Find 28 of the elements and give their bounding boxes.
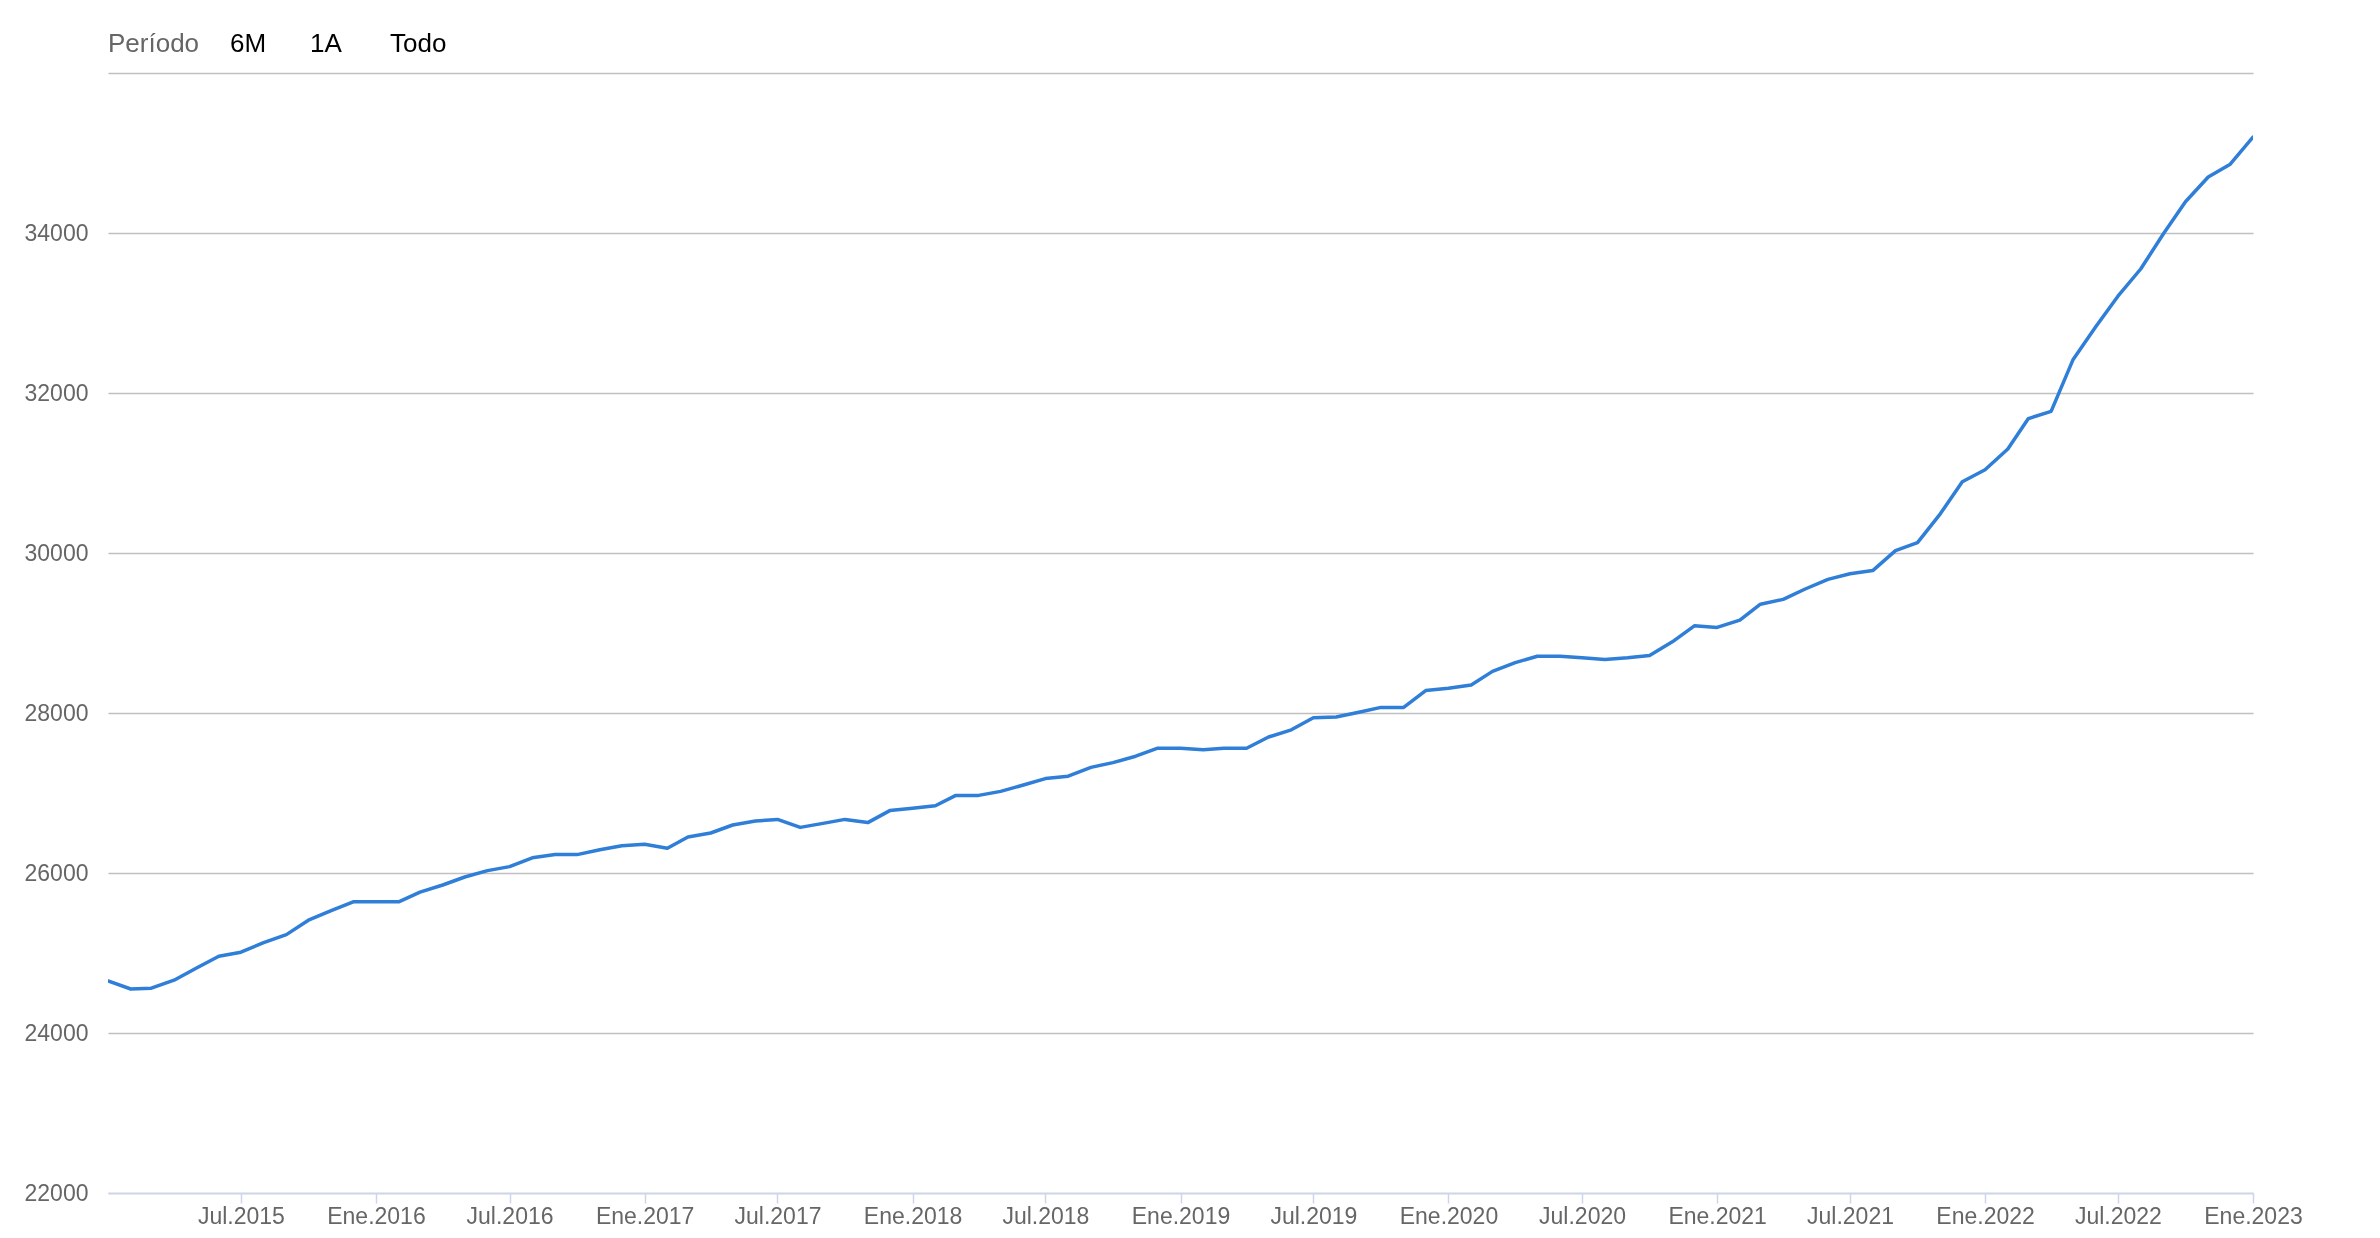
line-series: [108, 135, 2253, 991]
x-tick-label: Jul.2018: [1002, 1202, 1090, 1229]
text: Todo: [390, 28, 447, 58]
x-tick-label: Jul.2022: [2074, 1202, 2162, 1229]
y-tick-label: 30000: [24, 539, 89, 566]
x-tick-label: Ene.2018: [863, 1202, 963, 1229]
x-tick-label: Ene.2021: [1668, 1202, 1767, 1229]
x-tick-label: Jul.2021: [1807, 1202, 1894, 1229]
x-tick-label: Ene.2020: [1399, 1202, 1499, 1229]
y-tick-label: 26000: [24, 859, 89, 886]
y-tick-label: 24000: [24, 1019, 89, 1046]
x-tick-label: Jul.2020: [1539, 1202, 1627, 1229]
y-tick-label: 22000: [24, 1179, 89, 1206]
y-tick-label: 28000: [24, 699, 89, 726]
text: 1A: [310, 28, 343, 58]
x-tick-label: Ene.2019: [1131, 1202, 1231, 1229]
y-tick-label: 32000: [24, 379, 89, 406]
x-tick-label: Ene.2016: [327, 1202, 426, 1229]
x-tick-label: Jul.2019: [1270, 1202, 1358, 1229]
y-tick-label: 34000: [24, 219, 89, 246]
x-tick-label: Ene.2023: [2204, 1202, 2303, 1229]
x-tick-label: Jul.2017: [734, 1202, 822, 1229]
text: 6M: [230, 28, 267, 58]
x-tick-label: Jul.2016: [466, 1202, 554, 1229]
x-tick-label: Ene.2022: [1936, 1202, 2035, 1229]
x-tick-label: Ene.2017: [595, 1202, 695, 1229]
x-tick-label: Jul.2015: [197, 1202, 285, 1229]
text: Período: [108, 28, 200, 58]
